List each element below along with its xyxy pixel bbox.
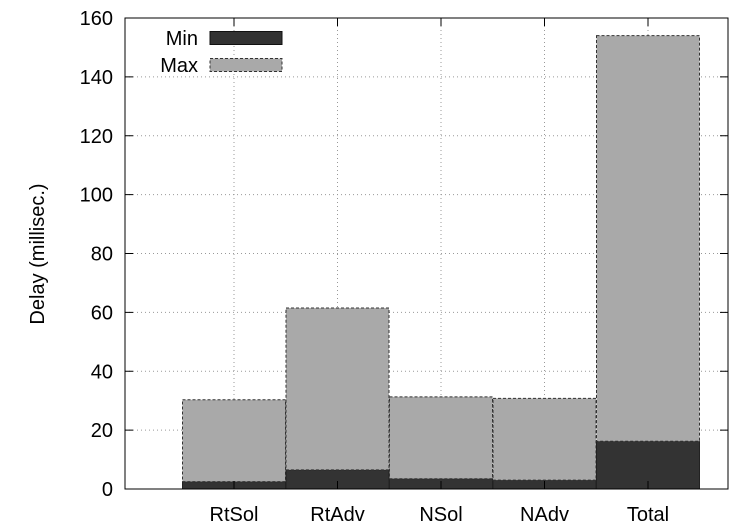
- x-tick-label: RtSol: [210, 504, 259, 526]
- legend-label-max: Max: [160, 55, 198, 77]
- y-tick-label: 140: [80, 67, 113, 89]
- x-tick-label: Total: [627, 504, 669, 526]
- y-tick-label: 120: [80, 126, 113, 148]
- legend-swatch-min: [209, 31, 283, 45]
- y-tick-label: 40: [91, 361, 113, 383]
- plot-area: 0 20 40 60 80 100 120 140 160 RtSol RtAdv NSol NAdv T…: [80, 8, 729, 526]
- bar-max-nsol: [389, 396, 493, 480]
- y-tick-label: 160: [80, 8, 113, 30]
- y-tick-label: 0: [102, 479, 113, 501]
- bar-max-total: [596, 35, 700, 442]
- y-tick-label: 60: [91, 302, 113, 324]
- x-tick-label: RtAdv: [310, 504, 364, 526]
- x-tick-label: NSol: [419, 504, 462, 526]
- y-tick-label: 100: [80, 185, 113, 207]
- x-tick-label: NAdv: [520, 504, 569, 526]
- bar-max-rtsol: [182, 399, 286, 483]
- y-axis-title: Delay (millisec.): [27, 183, 49, 324]
- bar-max-rtadv: [285, 307, 390, 471]
- legend: Min Max: [160, 28, 283, 77]
- bar-max-nadv: [492, 397, 597, 481]
- y-tick-label: 80: [91, 244, 113, 266]
- legend-swatch-max: [209, 58, 283, 72]
- y-tick-label: 20: [91, 420, 113, 442]
- axes-frame: [124, 17, 729, 490]
- legend-label-min: Min: [166, 28, 198, 50]
